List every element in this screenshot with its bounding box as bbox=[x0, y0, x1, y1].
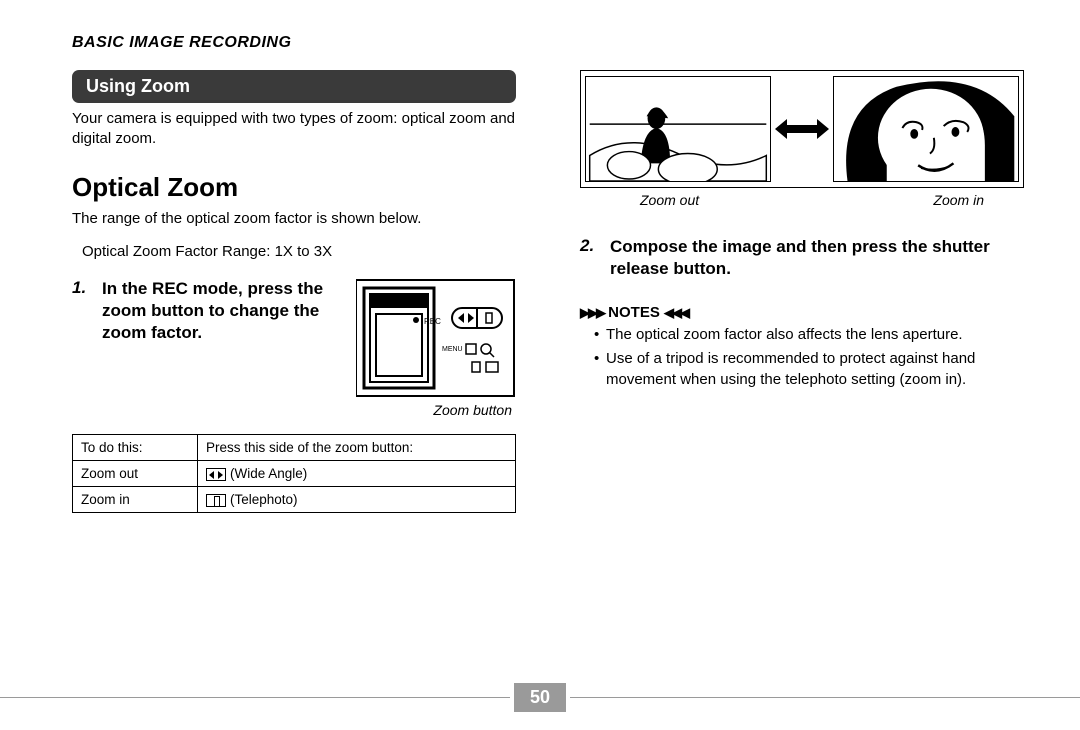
page-number: 50 bbox=[514, 683, 566, 712]
notes-heading: ▶▶▶ NOTES ◀◀◀ bbox=[580, 304, 1024, 321]
rec-label: REC bbox=[424, 317, 441, 326]
note-item: The optical zoom factor also affects the… bbox=[594, 325, 1024, 345]
intro-text: Your camera is equipped with two types o… bbox=[72, 109, 516, 150]
table-r1c2: (Wide Angle) bbox=[198, 460, 516, 486]
zoom-in-label: Zoom in bbox=[933, 192, 984, 208]
table-header-1: To do this: bbox=[73, 434, 198, 460]
step1-number: 1. bbox=[72, 278, 90, 298]
banner-using-zoom: Using Zoom bbox=[72, 70, 516, 103]
page-footer: 50 bbox=[0, 683, 1080, 712]
zoom-range: Optical Zoom Factor Range: 1X to 3X bbox=[82, 243, 516, 260]
notes-list: The optical zoom factor also affects the… bbox=[580, 325, 1024, 390]
telephoto-icon bbox=[206, 494, 226, 507]
zoom-out-label: Zoom out bbox=[640, 192, 699, 208]
notes-label: NOTES bbox=[608, 304, 660, 321]
step2-text: Compose the image and then press the shu… bbox=[610, 236, 1024, 280]
table-r2c1: Zoom in bbox=[73, 486, 198, 512]
step1-text: In the REC mode, press the zoom button t… bbox=[102, 278, 344, 344]
step2-number: 2. bbox=[580, 236, 598, 256]
zoom-arrow-icon bbox=[775, 119, 829, 139]
zoom-out-pane bbox=[585, 76, 771, 182]
zoom-in-pane bbox=[833, 76, 1019, 182]
note-item: Use of a tripod is recommended to protec… bbox=[594, 349, 1024, 390]
table-r1c1: Zoom out bbox=[73, 460, 198, 486]
table-r2c2: (Telephoto) bbox=[198, 486, 516, 512]
table-header-2: Press this side of the zoom button: bbox=[198, 434, 516, 460]
zoom-compare-illustration bbox=[580, 70, 1024, 188]
zoom-table: To do this: Press this side of the zoom … bbox=[72, 434, 516, 513]
right-column: Zoom out Zoom in 2. Compose the image an… bbox=[580, 70, 1024, 513]
left-column: Using Zoom Your camera is equipped with … bbox=[72, 70, 516, 513]
menu-label: MENU bbox=[442, 346, 463, 353]
zoom-button-caption: Zoom button bbox=[72, 402, 512, 418]
camera-illustration: REC MENU bbox=[356, 278, 516, 398]
heading-optical-zoom: Optical Zoom bbox=[72, 172, 516, 203]
wide-angle-icon bbox=[206, 468, 226, 481]
optical-desc: The range of the optical zoom factor is … bbox=[72, 209, 516, 229]
notes-marks-right: ◀◀◀ bbox=[664, 305, 688, 320]
section-header: BASIC IMAGE RECORDING bbox=[72, 34, 1028, 52]
notes-marks-left: ▶▶▶ bbox=[580, 305, 604, 320]
